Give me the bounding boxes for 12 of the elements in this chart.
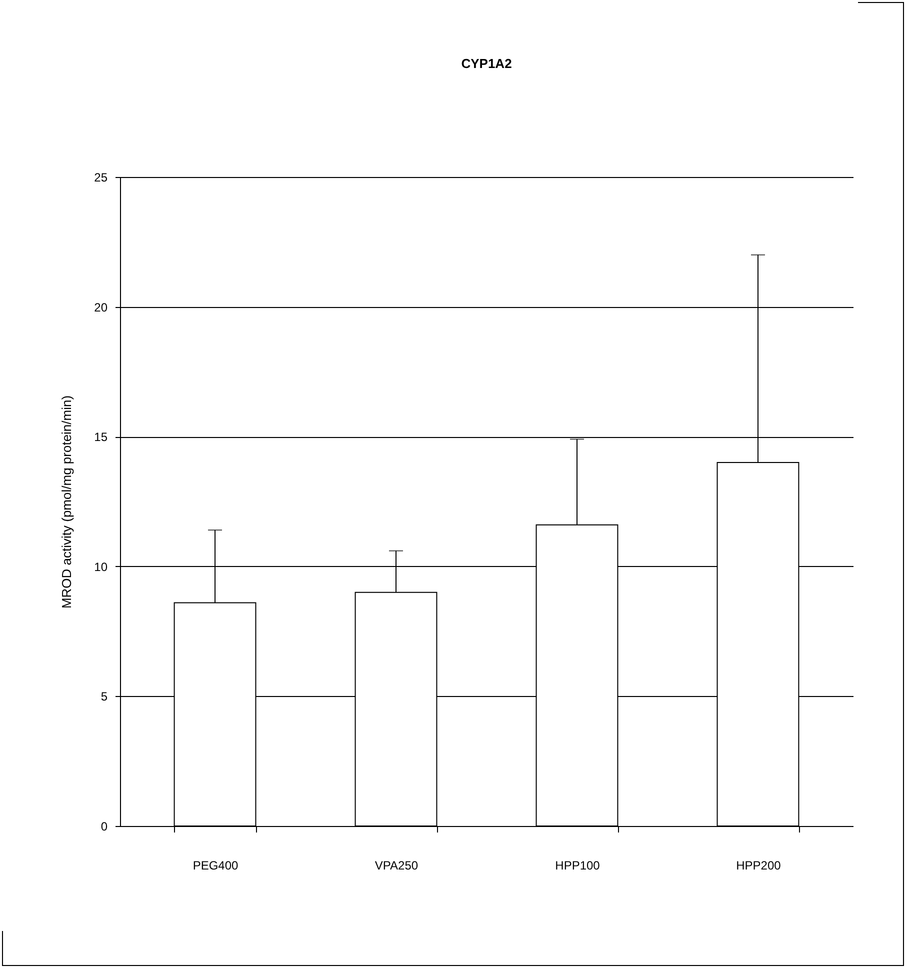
y-tick-label: 10 (94, 560, 108, 574)
x-tick-label: VPA250 (374, 858, 418, 872)
y-tick-label: 15 (94, 430, 108, 444)
x-tick-label: PEG400 (192, 858, 239, 872)
y-axis-title: MROD activity (pmol/mg protein/min) (59, 395, 74, 609)
x-tick-label: HPP100 (555, 858, 600, 872)
y-tick-label: 0 (100, 820, 108, 834)
chart-title: CYP1A2 (461, 56, 512, 71)
x-tick-label: HPP200 (736, 858, 782, 872)
y-tick-label: 25 (94, 170, 108, 184)
y-tick-label: 20 (94, 300, 108, 314)
y-tick-label: 5 (100, 690, 108, 704)
